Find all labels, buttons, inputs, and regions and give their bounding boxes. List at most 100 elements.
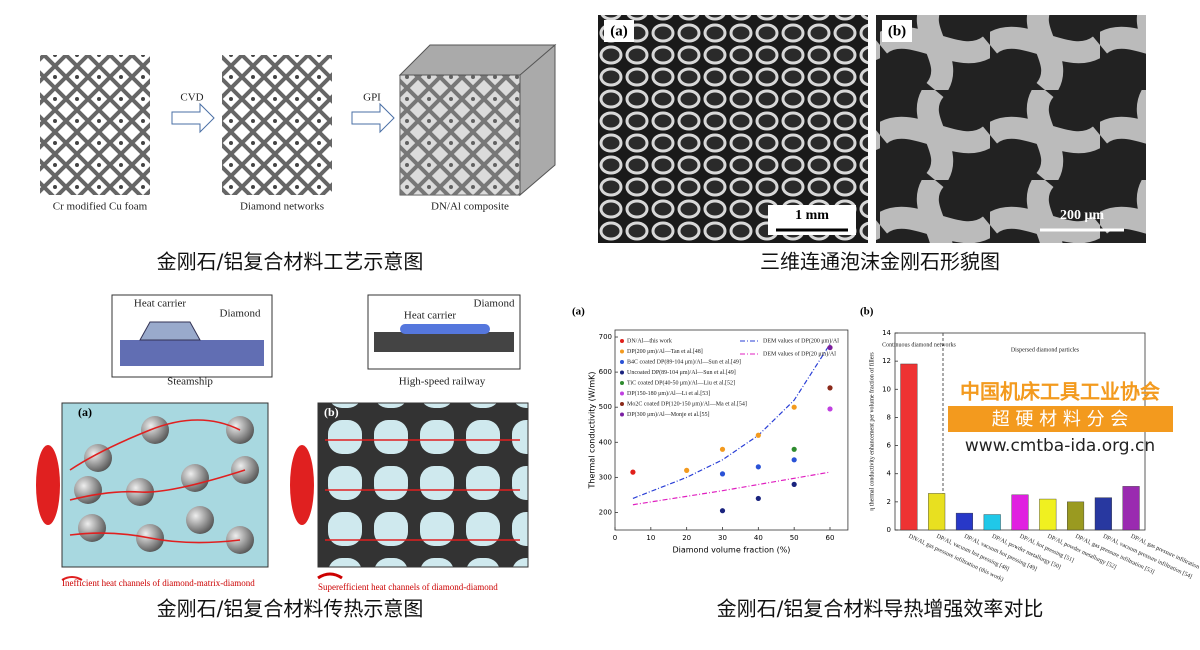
data-point bbox=[791, 457, 797, 463]
label-box bbox=[882, 20, 912, 42]
data-point bbox=[755, 464, 761, 470]
legend-label: DEM values of DP(200 μm)/Al bbox=[763, 337, 839, 344]
panel-label: (a) bbox=[572, 306, 585, 318]
y-tick-label: 400 bbox=[599, 438, 612, 446]
legend-marker bbox=[620, 339, 624, 343]
y-tick-label: 700 bbox=[599, 333, 612, 341]
y-tick-label: 200 bbox=[599, 508, 612, 516]
label: DN/Al composite bbox=[431, 201, 509, 213]
legend-marker bbox=[620, 360, 624, 364]
bar bbox=[1011, 494, 1029, 531]
watermark-line: 超 硬 材 料 分 会 bbox=[992, 409, 1129, 430]
annotation: Continuous diamond networks bbox=[882, 342, 956, 348]
track bbox=[374, 332, 514, 352]
x-tick-label: 10 bbox=[646, 534, 655, 542]
label: (a) bbox=[78, 405, 92, 419]
legend-label: DN/Al—this work bbox=[627, 338, 672, 344]
bar bbox=[1122, 486, 1140, 531]
data-point bbox=[719, 446, 726, 452]
bar bbox=[1039, 498, 1057, 531]
legend-marker bbox=[620, 402, 624, 406]
y-axis-label: Thermal conductivity (W/mK) bbox=[588, 371, 597, 489]
label: High-speed railway bbox=[399, 376, 486, 388]
scale-label: 1 mm bbox=[795, 208, 829, 223]
watermark-band bbox=[948, 406, 1173, 432]
arrow bbox=[351, 102, 395, 134]
caption: 金刚石/铝复合材料工艺示意图 bbox=[157, 250, 424, 274]
label: Cr modified Cu foam bbox=[53, 201, 148, 213]
plot-frame bbox=[614, 329, 849, 531]
bar bbox=[900, 363, 918, 531]
data-point bbox=[755, 432, 761, 438]
label: (b) bbox=[324, 405, 339, 419]
caption: 三维连通泡沫金刚石形貌图 bbox=[760, 250, 1000, 274]
label: (b) bbox=[888, 23, 906, 39]
legend-label: B4C coated DP(89-104 μm)/Al—Sun et al.[4… bbox=[627, 358, 741, 365]
legend-label: DP(300 μm)/Al—Monje et al.[55] bbox=[627, 411, 710, 418]
legend-marker bbox=[620, 381, 624, 385]
model-line bbox=[632, 343, 831, 499]
label: Diamond bbox=[220, 308, 261, 320]
legend-marker bbox=[620, 370, 624, 375]
heat-source bbox=[36, 445, 60, 525]
network bbox=[317, 402, 529, 568]
composite-shade bbox=[400, 75, 520, 195]
data-point bbox=[630, 469, 636, 475]
x-tick-label: 0 bbox=[613, 534, 617, 542]
y-tick-label: 8 bbox=[887, 413, 891, 421]
train bbox=[400, 324, 490, 334]
legend-label: Mo2C coated DP(120-150 μm)/Al—Ma et al.[… bbox=[627, 400, 747, 407]
data-point bbox=[827, 406, 833, 412]
label: (a) bbox=[610, 23, 628, 39]
y-tick-label: 2 bbox=[887, 498, 891, 506]
diamond-network bbox=[222, 55, 332, 195]
y-tick-label: 500 bbox=[599, 403, 612, 411]
data-point bbox=[719, 471, 726, 477]
data-point bbox=[827, 344, 833, 351]
bar bbox=[1094, 497, 1112, 531]
x-tick-label: 60 bbox=[826, 534, 835, 542]
legend-label: Uncoated DP(89-104 μm)/Al—Sun et al.[49] bbox=[627, 369, 736, 376]
x-tick-label: 20 bbox=[682, 534, 691, 542]
y-tick-label: 14 bbox=[882, 329, 891, 337]
y-tick-label: 300 bbox=[599, 473, 612, 481]
caption: 金刚石/铝复合材料传热示意图 bbox=[157, 597, 424, 621]
legend-marker bbox=[620, 349, 624, 354]
heat-source bbox=[290, 445, 314, 525]
y-tick-label: 6 bbox=[887, 442, 892, 450]
label: Heat carrier bbox=[404, 310, 457, 322]
watermark: 中国机床工具工业协会 超 硬 材 料 分 会 www.cmtba-ida.org… bbox=[948, 380, 1173, 456]
comparison-figure: 金刚石/铝复合材料导热增强效率对比 (a)0 10 20 30 40 50 60200300… bbox=[572, 306, 1200, 621]
heat-figure: Heat carrier Diamond Steamship Heat carr… bbox=[36, 294, 529, 621]
label: CVD bbox=[180, 92, 203, 104]
label: Diamond networks bbox=[240, 201, 324, 213]
scale-label: 200 μm bbox=[1060, 208, 1104, 223]
bar bbox=[983, 514, 1001, 531]
panel-label: (b) bbox=[860, 306, 874, 318]
heat-path bbox=[69, 419, 246, 544]
composite-front bbox=[399, 74, 521, 196]
x-tick-label: 30 bbox=[718, 534, 727, 542]
annotation: Dispersed diamond particles bbox=[1011, 347, 1080, 353]
composite-sides bbox=[398, 43, 557, 197]
morphology-figure: (a) (b) 1 mm 200 μm 三维连通泡沫金刚石形貌图 bbox=[598, 15, 1146, 274]
legend-marker bbox=[620, 391, 624, 396]
y-tick-label: 12 bbox=[882, 357, 891, 365]
sem-image bbox=[876, 15, 1146, 243]
legend-label: DEM values of DP(20 μm)/Al bbox=[763, 350, 836, 357]
bar bbox=[928, 493, 946, 531]
data-point bbox=[791, 404, 797, 410]
caption: 金刚石/铝复合材料导热增强效率对比 bbox=[717, 597, 1044, 621]
bar bbox=[955, 512, 973, 531]
arrow-icon bbox=[61, 576, 83, 581]
label: Diamond bbox=[474, 298, 515, 310]
y-tick-label: 0 bbox=[887, 526, 891, 534]
y-axis-label: η thermal conductivity enhancement per v… bbox=[868, 352, 875, 511]
label: Heat carrier bbox=[134, 298, 187, 310]
legend-label: DP(150-180 μm)/Al—Li et al.[53] bbox=[627, 390, 710, 397]
data-point bbox=[791, 481, 797, 487]
bar bbox=[1067, 501, 1085, 531]
arrow bbox=[171, 102, 215, 134]
label-box bbox=[604, 20, 634, 42]
